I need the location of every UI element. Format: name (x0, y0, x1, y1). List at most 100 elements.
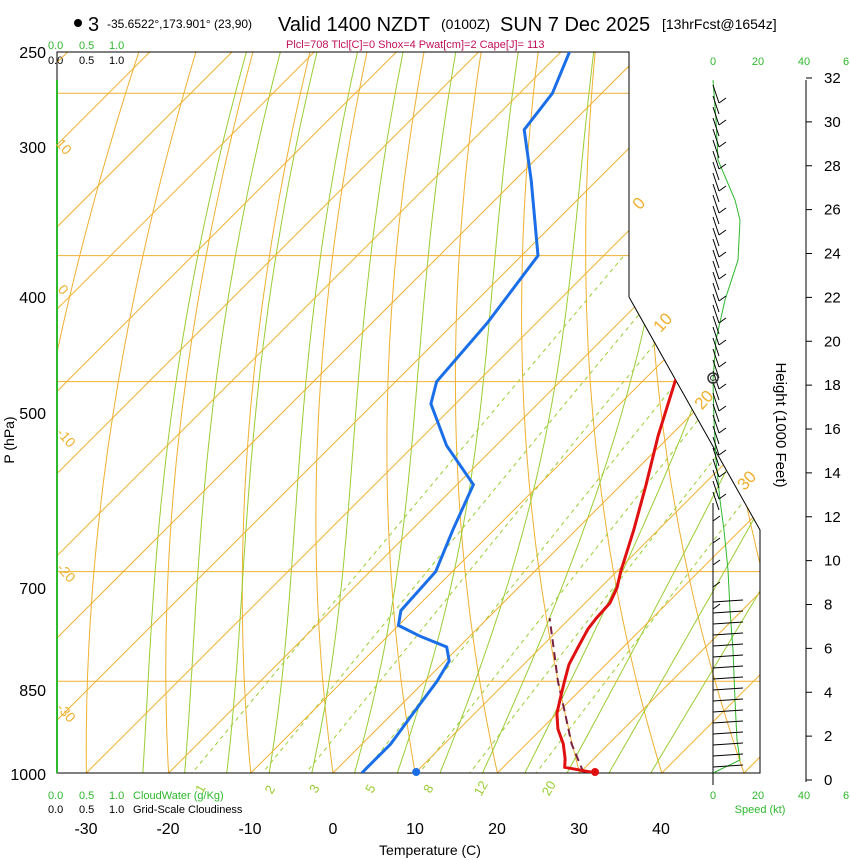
moist-adiabat-line (140, 52, 272, 773)
moist-adiabat-line (305, 52, 422, 773)
wind-barb-staff (712, 480, 720, 500)
cloud-scale-top: 0.0 0.5 1.0 0.0 0.5 1.0 (48, 40, 124, 67)
x-tick-10: 10 (406, 821, 424, 838)
wind-barb-staff (712, 271, 720, 291)
wind-barb-staff (712, 304, 720, 324)
wind-barb-staff (712, 348, 720, 368)
wind-barb-staff (712, 150, 720, 170)
isotherm-line (57, 52, 646, 773)
speed-label: Speed (kt) (735, 804, 786, 816)
height-tick-label: 22 (824, 289, 841, 306)
speed-tick-bottom-20: 20 (752, 790, 764, 802)
wind-barb-flag (718, 295, 727, 302)
isotherm-line (57, 52, 760, 773)
wind-barb-flag (718, 405, 727, 412)
isotherm-line (57, 52, 729, 773)
wind-barb-staff (712, 458, 720, 478)
indices-line: Plcl=708 Tlcl[C]=0 Shox=4 Pwat[cm]=2 Cap… (286, 39, 545, 51)
dry-adiabat-line (85, 52, 223, 773)
wind-barb-staff (712, 414, 720, 434)
speed-tick-bottom-0: 0 (710, 790, 716, 802)
wind-barb-flag (718, 119, 727, 126)
height-tick-label: 6 (824, 640, 832, 657)
x-tick-0: 0 (329, 821, 338, 838)
dry-adiabat-line (315, 52, 387, 773)
wind-barb-staff (712, 337, 720, 357)
temperature-axis: -30 -20 -10 0 10 20 30 40 (74, 821, 670, 838)
dry-adiabat-line (165, 52, 278, 773)
freezing-level-marker-inner-icon (710, 375, 716, 381)
x-tick-20: 20 (488, 821, 506, 838)
mix-label-3: 3 (306, 782, 323, 796)
wind-barb-staff (712, 392, 720, 412)
x-axis-label: Temperature (C) (379, 842, 481, 858)
moist-adiabats (140, 52, 760, 773)
wind-barb-flag (718, 185, 727, 192)
wind-barb-staff (712, 183, 720, 203)
wind-barb-flag (712, 537, 721, 544)
height-tick-label: 16 (824, 421, 841, 438)
pressure-tick-500: 500 (19, 406, 46, 423)
speed-tick-top-0: 0 (710, 56, 716, 68)
moist-adiabat-line (633, 52, 760, 773)
moist-adiabat-line (387, 52, 533, 773)
isotherm-line (57, 52, 482, 773)
moist-adiabat-line (263, 52, 379, 773)
dry-adiabat-line (57, 52, 169, 773)
moist-adiabat-line (222, 52, 340, 773)
height-tick-label: 8 (824, 597, 832, 614)
speed-tick-bottom-6: 6 (843, 790, 849, 802)
isotherm-line (57, 52, 318, 773)
wind-barb-flag (712, 610, 744, 614)
wind-barb-flag (712, 764, 744, 768)
wind-barb-flag (718, 317, 727, 324)
height-tick-label: 14 (824, 465, 841, 482)
isotherm-line (222, 52, 760, 773)
pressure-tick-300: 300 (19, 140, 46, 157)
wind-barb-flag (712, 676, 744, 680)
wind-barb-staff (712, 315, 720, 335)
speed-tick-top-6: 6 (843, 56, 849, 68)
mixing-ratio-line (448, 255, 760, 773)
cloudiness-label: Grid-Scale Cloudiness (133, 804, 243, 816)
surface-temp-marker (591, 768, 600, 776)
wind-barb-staff (712, 370, 720, 390)
wind-barb-staff (712, 326, 720, 346)
wind-barb-flag (718, 493, 727, 500)
pressure-tick-250: 250 (19, 45, 46, 62)
wind-barb-staff (712, 227, 720, 247)
wind-barb-staff (712, 194, 720, 214)
height-tick-label: 32 (824, 70, 841, 87)
wind-barb-staff (712, 282, 720, 302)
pressure-axis: 250 300 400 500 700 850 1000 (10, 45, 46, 784)
dry-adiabat-line (241, 52, 333, 773)
wind-barb-staff (712, 84, 720, 104)
mixing-ratio-lines (169, 255, 760, 773)
wind-barb-staff (712, 469, 720, 489)
isotherm-line (551, 52, 760, 773)
dry-adiabat-line (454, 52, 505, 773)
wind-barb-staff (712, 260, 720, 280)
y-axis-label: P (hPa) (1, 416, 17, 463)
moist-adiabat-line (346, 52, 473, 773)
cloud-scale-bottom-1: 0.5 (79, 790, 94, 802)
pressure-tick-700: 700 (19, 581, 46, 598)
wind-barb-staff (712, 106, 720, 126)
height-tick-label: 4 (824, 684, 832, 701)
x-tick-m10: -10 (238, 821, 261, 838)
moist-adiabat-line (551, 52, 760, 773)
wind-barb-flag (712, 581, 721, 588)
wind-barb-flag (712, 654, 744, 658)
station-coords: -35.6522°,173.901° (23,90) (107, 17, 252, 31)
cloud-scale-top2-0: 0.0 (48, 55, 63, 67)
wind-barb-staff (712, 172, 720, 192)
freezing-level-marker-icon (707, 372, 719, 384)
wind-barb-staff (712, 447, 720, 467)
mixing-ratio-labels: 1 2 3 5 8 12 20 (192, 778, 559, 798)
isotherm-line (387, 52, 760, 773)
speed-tick-bottom-40: 40 (798, 790, 810, 802)
cloud-scale-bottom2-2: 1.0 (109, 804, 124, 816)
cloud-scale-top2-2: 1.0 (109, 55, 124, 67)
